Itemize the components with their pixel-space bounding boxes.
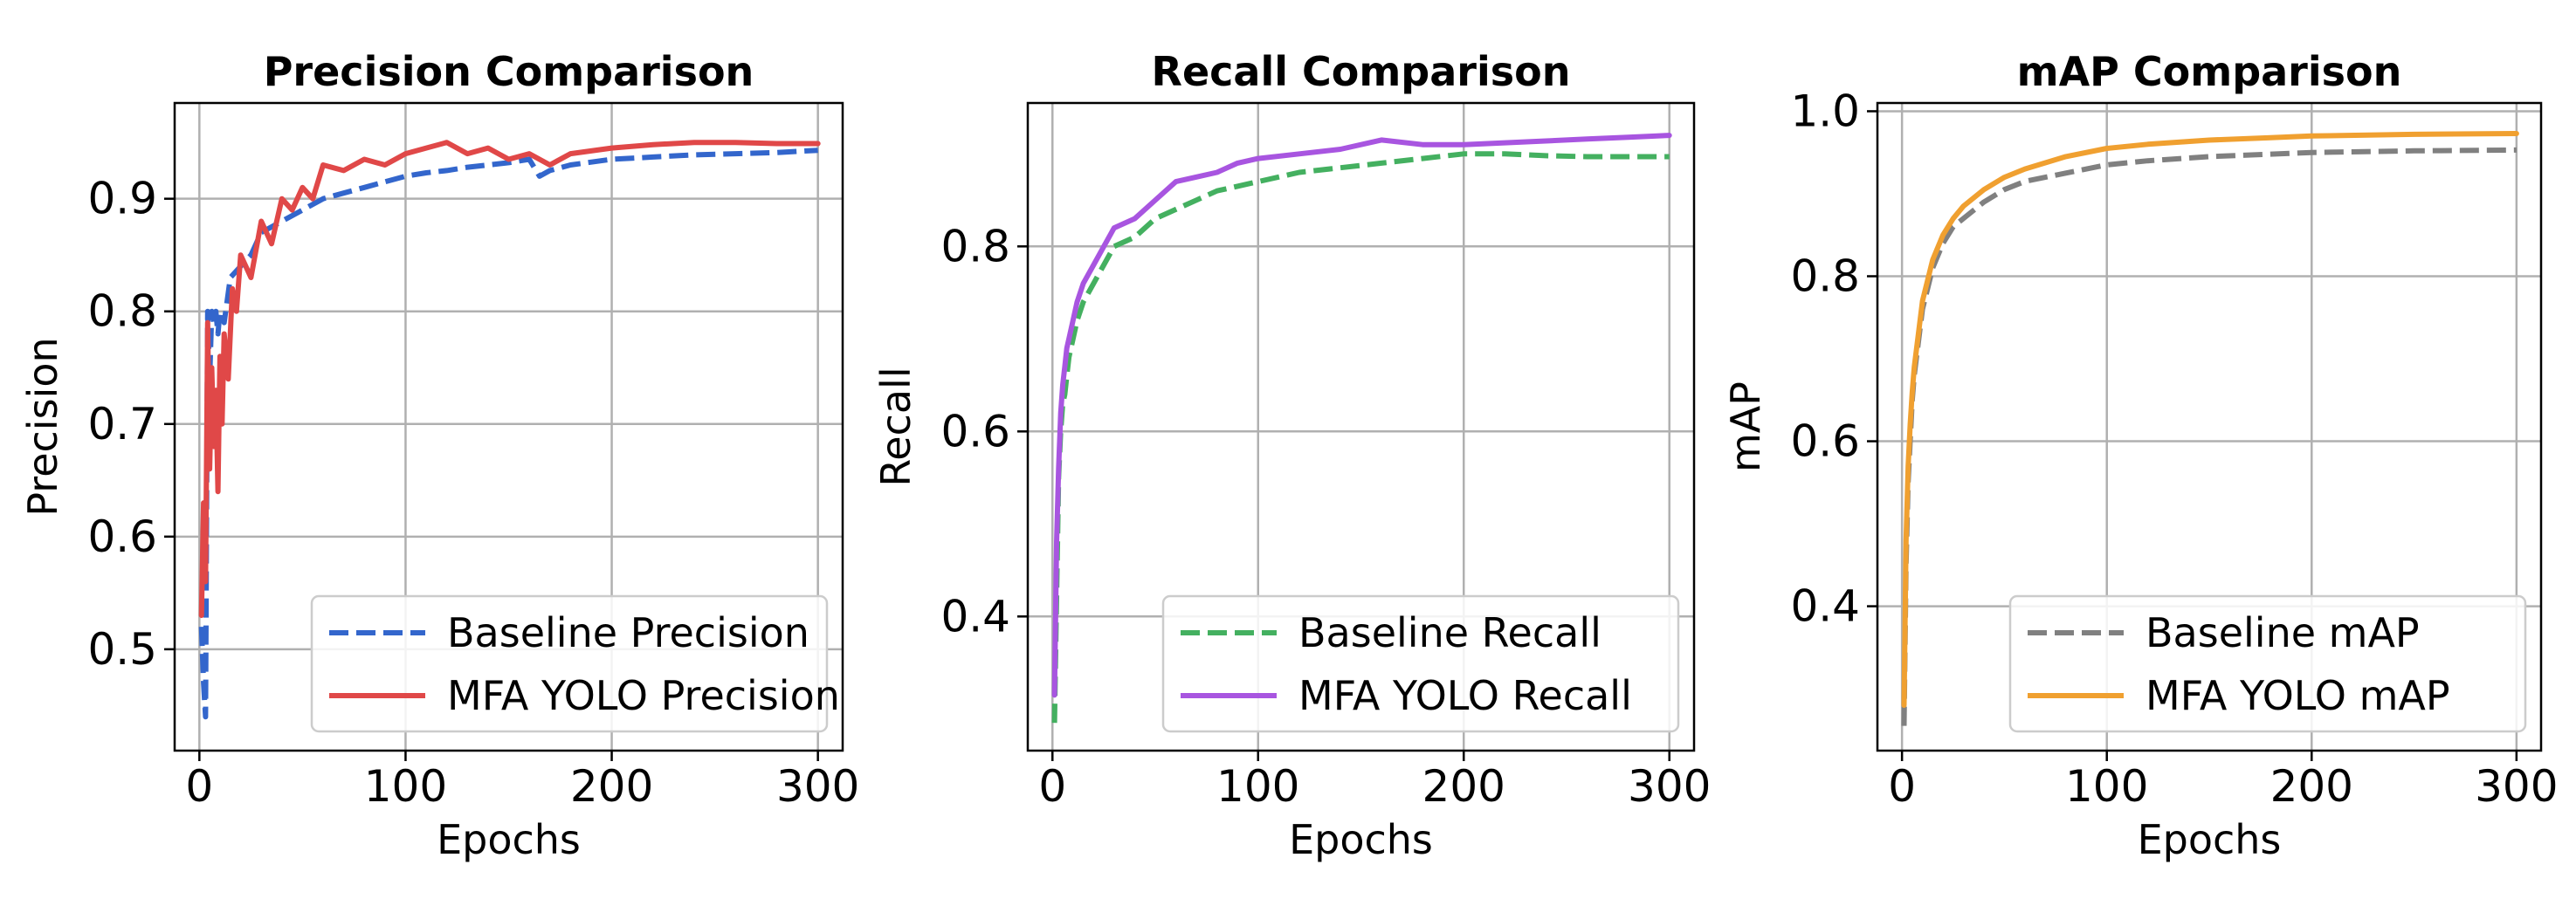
recall-series-line-mfa-yolo xyxy=(1051,133,1672,698)
y-tick-label: 0.8 xyxy=(87,286,157,337)
y-tick-label: 0.8 xyxy=(940,221,1010,271)
y-tick-label: 0.4 xyxy=(1790,581,1860,632)
x-tick-label: 0 xyxy=(1038,761,1066,812)
y-tick-label: 0.6 xyxy=(940,406,1010,456)
precision-legend: Baseline Precision MFA YOLO Precision xyxy=(310,594,840,733)
recall-chart-title: Recall Comparison xyxy=(1152,48,1571,95)
y-tick-label: 0.5 xyxy=(87,624,157,675)
y-tick-label: 0.8 xyxy=(1790,250,1860,301)
precision-series-group xyxy=(198,140,821,720)
x-tick-label: 200 xyxy=(570,761,653,812)
y-tick-label: 0.9 xyxy=(87,174,157,224)
recall-series-line-baseline xyxy=(1051,151,1670,724)
y-axis-label: Recall xyxy=(872,367,920,486)
legend-label-baseline: Baseline Precision xyxy=(447,609,809,656)
plot-frame xyxy=(173,101,844,752)
precision-chart-title: Precision Comparison xyxy=(264,48,754,95)
x-axis-label: Epochs xyxy=(1289,816,1433,863)
y-tick-label: 0.7 xyxy=(87,399,157,450)
x-axis-label: Epochs xyxy=(2138,816,2282,863)
x-tick-label: 0 xyxy=(1888,761,1916,812)
legend-label-baseline: Baseline Recall xyxy=(1298,609,1601,656)
y-tick-label: 1.0 xyxy=(1790,86,1860,136)
x-tick-label: 100 xyxy=(364,761,447,812)
map-series-line-mfa-yolo xyxy=(1901,131,2519,708)
plot-frame xyxy=(1876,101,2543,752)
x-tick-label: 300 xyxy=(1628,761,1711,812)
y-tick-label: 0.6 xyxy=(87,511,157,562)
x-tick-label: 0 xyxy=(185,761,213,812)
map-legend: Baseline mAP MFA YOLO mAP xyxy=(2008,594,2527,733)
y-axis-label: mAP xyxy=(1722,381,1769,472)
recall-series-group xyxy=(1051,133,1672,724)
legend-label-mfa-yolo: MFA YOLO Recall xyxy=(1298,672,1632,719)
x-tick-label: 200 xyxy=(2270,761,2353,812)
y-tick-label: 0.4 xyxy=(940,591,1010,642)
legend-box xyxy=(2008,594,2527,733)
x-axis-label: Epochs xyxy=(437,816,581,863)
map-chart-panel: 0 100 200 300 0.4 0.6 0.8 1.0 mAP Comparison Epoc… xyxy=(1722,48,2559,863)
x-tick-label: 200 xyxy=(1422,761,1505,812)
map-chart-title: mAP Comparison xyxy=(2017,48,2402,95)
legend-label-mfa-yolo: MFA YOLO mAP xyxy=(2146,672,2450,719)
precision-chart-panel: 0 100 200 300 0.5 0.6 0.7 0.8 0.9 Precision Compa… xyxy=(19,48,859,863)
x-tick-label: 100 xyxy=(2065,761,2148,812)
precision-series-line-baseline xyxy=(198,148,818,720)
recall-chart-panel: 0 100 200 300 0.4 0.6 0.8 Recall Comparison Epoc… xyxy=(872,48,1711,863)
map-series-group xyxy=(1901,131,2519,726)
legend-box xyxy=(1161,594,1680,733)
legend-label-mfa-yolo: MFA YOLO Precision xyxy=(447,672,840,719)
plot-frame xyxy=(1026,101,1696,752)
x-tick-label: 100 xyxy=(1216,761,1299,812)
x-tick-label: 300 xyxy=(2475,761,2558,812)
legend-box xyxy=(310,594,829,733)
map-series-line-baseline xyxy=(1901,147,2517,726)
y-axis-label: Precision xyxy=(19,337,66,516)
precision-series-line-mfa-yolo xyxy=(198,140,821,619)
legend-label-baseline: Baseline mAP xyxy=(2146,609,2420,656)
x-tick-label: 300 xyxy=(776,761,859,812)
y-tick-label: 0.6 xyxy=(1790,416,1860,467)
recall-legend: Baseline Recall MFA YOLO Recall xyxy=(1161,594,1680,733)
